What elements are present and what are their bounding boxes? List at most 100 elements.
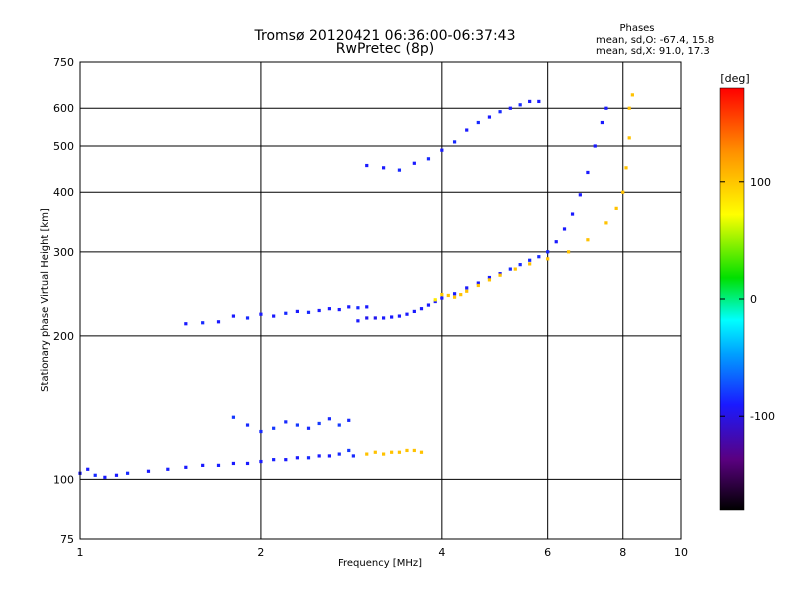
data-point xyxy=(397,168,402,172)
x-tick-label: 1 xyxy=(77,546,84,559)
x-tick-label: 4 xyxy=(438,546,445,559)
data-point xyxy=(390,450,394,454)
data-point xyxy=(433,299,437,304)
data-point xyxy=(295,309,299,314)
y-tick-label: 200 xyxy=(53,330,74,343)
data-point xyxy=(452,295,457,299)
data-point xyxy=(245,423,250,427)
data-point xyxy=(476,283,480,288)
data-point xyxy=(365,316,369,320)
data-point xyxy=(86,467,90,471)
data-point xyxy=(621,190,625,194)
x-tick-label: 6 xyxy=(544,546,551,559)
data-point xyxy=(465,289,469,293)
data-point xyxy=(103,475,107,479)
data-point xyxy=(356,306,360,310)
data-point xyxy=(578,193,582,197)
data-point xyxy=(216,320,221,324)
data-point xyxy=(630,93,634,97)
data-point xyxy=(586,238,590,242)
data-point xyxy=(272,426,276,430)
data-point xyxy=(397,450,402,454)
data-point xyxy=(373,450,377,454)
data-point xyxy=(476,281,480,285)
data-point xyxy=(317,308,321,313)
data-point xyxy=(327,417,331,421)
plot-ticks: 1 2 4 6 8 10 75 100 200 300 400 500 600 750 xyxy=(53,56,688,559)
data-point xyxy=(405,312,409,316)
data-point xyxy=(337,452,341,456)
data-point xyxy=(327,307,331,311)
data-point xyxy=(272,458,276,462)
data-point xyxy=(284,458,288,462)
data-point xyxy=(306,426,311,430)
data-point xyxy=(570,212,575,216)
x-tick-label: 2 xyxy=(257,546,264,559)
data-point xyxy=(604,106,608,110)
y-tick-label: 300 xyxy=(53,246,74,259)
data-point xyxy=(231,461,236,466)
data-point xyxy=(465,286,469,290)
x-tick-label: 10 xyxy=(674,546,688,559)
data-point xyxy=(426,303,431,307)
colorbar-tick-label: 0 xyxy=(750,293,757,306)
data-point xyxy=(365,163,369,168)
data-point xyxy=(347,305,351,309)
data-point xyxy=(562,227,567,231)
data-point xyxy=(627,106,631,110)
data-point xyxy=(412,448,416,453)
y-tick-label: 750 xyxy=(53,56,74,69)
data-point xyxy=(166,467,170,471)
chart-title: Tromsø 20120421 06:36:00-06:37:43 xyxy=(254,28,516,44)
phases-o-line: mean, sd,O: -67.4, 15.8 xyxy=(596,35,714,46)
y-tick-label: 500 xyxy=(53,140,74,153)
data-point xyxy=(498,110,502,114)
data-point xyxy=(146,469,151,473)
data-point xyxy=(397,314,402,318)
y-tick-label: 75 xyxy=(60,533,74,546)
data-point xyxy=(593,144,597,148)
data-point xyxy=(295,423,299,427)
data-point xyxy=(419,307,424,311)
data-point xyxy=(272,314,276,318)
data-point xyxy=(347,448,351,453)
data-point xyxy=(627,136,631,140)
data-point xyxy=(546,250,550,254)
data-point xyxy=(554,240,558,244)
data-point xyxy=(546,257,550,261)
y-axis-label: Stationary phase Virtual Height [km] xyxy=(40,208,51,392)
data-point xyxy=(93,473,97,477)
y-tick-label: 100 xyxy=(53,473,74,486)
data-point xyxy=(433,298,437,302)
data-point xyxy=(201,463,205,467)
data-point xyxy=(231,314,236,318)
data-point xyxy=(327,454,331,458)
data-point xyxy=(317,454,321,458)
data-point xyxy=(440,296,444,300)
data-point xyxy=(365,452,369,456)
chart-subtitle: RwPretec (8p) xyxy=(336,41,434,57)
data-point xyxy=(351,454,355,458)
data-point xyxy=(487,275,492,280)
colorbar-tick-label: -100 xyxy=(750,410,775,423)
data-point xyxy=(518,263,522,267)
data-point xyxy=(600,120,605,125)
data-point xyxy=(508,106,512,110)
data-point xyxy=(452,140,457,144)
data-point xyxy=(513,267,517,271)
data-point xyxy=(259,312,263,316)
data-point xyxy=(356,319,360,323)
data-point xyxy=(373,316,377,320)
data-point xyxy=(284,420,288,424)
data-point xyxy=(518,103,522,107)
x-tick-label: 8 xyxy=(619,546,626,559)
data-point xyxy=(114,473,119,477)
data-point xyxy=(604,221,608,225)
data-point xyxy=(184,465,188,469)
data-point xyxy=(381,316,386,320)
plot-frame xyxy=(79,61,682,540)
y-tick-label: 600 xyxy=(53,102,74,115)
data-point xyxy=(231,415,236,419)
data-point xyxy=(412,309,416,314)
